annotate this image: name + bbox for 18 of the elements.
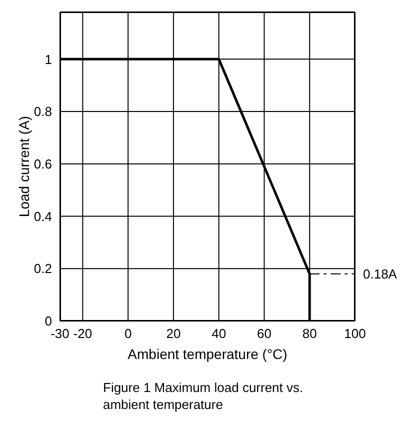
x-axis-title: Ambient temperature (°C) xyxy=(128,346,288,362)
y-axis-title: Load current (A) xyxy=(16,116,32,218)
y-tick-label: 0.2 xyxy=(34,261,52,276)
x-tick-label: -20 xyxy=(73,326,92,342)
y-tick-label: 0.8 xyxy=(34,104,52,120)
x-tick-label: 0 xyxy=(124,326,132,342)
y-tick-label: 1 xyxy=(44,52,52,67)
x-tick-label: 60 xyxy=(256,326,272,342)
y-tick-label: 0.6 xyxy=(34,156,52,172)
x-tick-label: 20 xyxy=(166,326,181,342)
text: 0.18A xyxy=(363,266,398,282)
x-tick-label: 40 xyxy=(212,326,226,342)
y-tick-label: 0.4 xyxy=(34,208,52,224)
text: Figure 1 Maximum load current vs. ambient temperature xyxy=(103,379,304,413)
x-tick-label: 80 xyxy=(302,326,317,342)
x-tick-label: -30 xyxy=(50,326,70,342)
x-tick-label: 100 xyxy=(344,326,366,342)
y-tick-label: 0 xyxy=(44,314,52,329)
